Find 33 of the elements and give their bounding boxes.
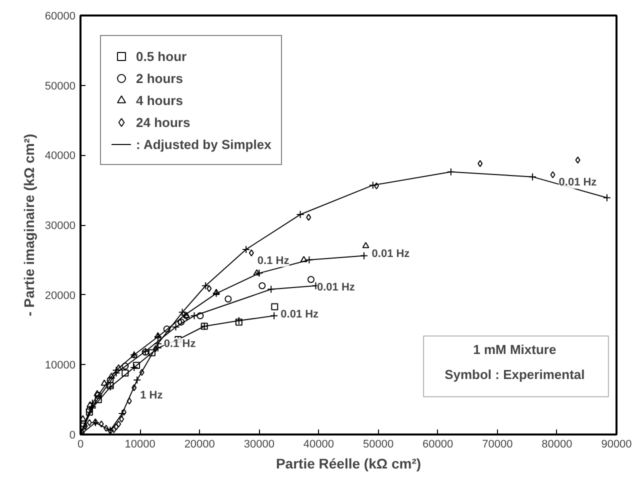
x-tick-label: 30000: [244, 438, 274, 450]
annotation: 0.1 Hz: [257, 254, 290, 267]
annotation: 0.01 Hz: [316, 281, 356, 294]
x-tick-label: 90000: [601, 438, 632, 450]
annotation: 0.01 Hz: [558, 176, 598, 189]
y-tick-label: 0: [69, 430, 76, 442]
annotation: 0.01 Hz: [372, 248, 410, 260]
y-axis-title: - Partie imaginaire (kΩ cm²): [20, 134, 37, 316]
annotation: 0.01 Hz: [280, 308, 320, 321]
x-tick-label: 20000: [184, 438, 215, 450]
y-tick-label: 50000: [44, 80, 76, 92]
annotation: 1 mM Mixture: [473, 342, 556, 357]
x-tick-label: 70000: [482, 438, 513, 450]
y-tick-label: 20000: [44, 290, 76, 302]
annotation: Symbol : Experimental: [444, 367, 585, 382]
y-tick-label: 30000: [44, 220, 76, 232]
legend-label: : Adjusted by Simplex: [136, 136, 272, 152]
y-tick-label: 60000: [44, 10, 76, 22]
legend-label: 2 hours: [136, 70, 183, 86]
legend-label: 24 hours: [136, 114, 190, 130]
x-tick-label: 50000: [362, 438, 394, 450]
annotation: 1 Hz: [140, 390, 164, 402]
legend-label: 0.5 hour: [136, 48, 187, 64]
x-tick-label: 40000: [303, 438, 334, 450]
x-tick-label: 60000: [422, 438, 454, 450]
legend-label: 4 hours: [136, 92, 183, 108]
y-tick-label: 10000: [44, 360, 76, 372]
annotation: 0.1 Hz: [164, 338, 196, 350]
x-axis-title: Partie Réelle (kΩ cm²): [276, 456, 422, 472]
x-tick-label: 0: [77, 438, 84, 450]
y-tick-label: 40000: [44, 150, 76, 162]
x-tick-label: 10000: [124, 438, 156, 450]
x-tick-label: 80000: [542, 438, 572, 450]
